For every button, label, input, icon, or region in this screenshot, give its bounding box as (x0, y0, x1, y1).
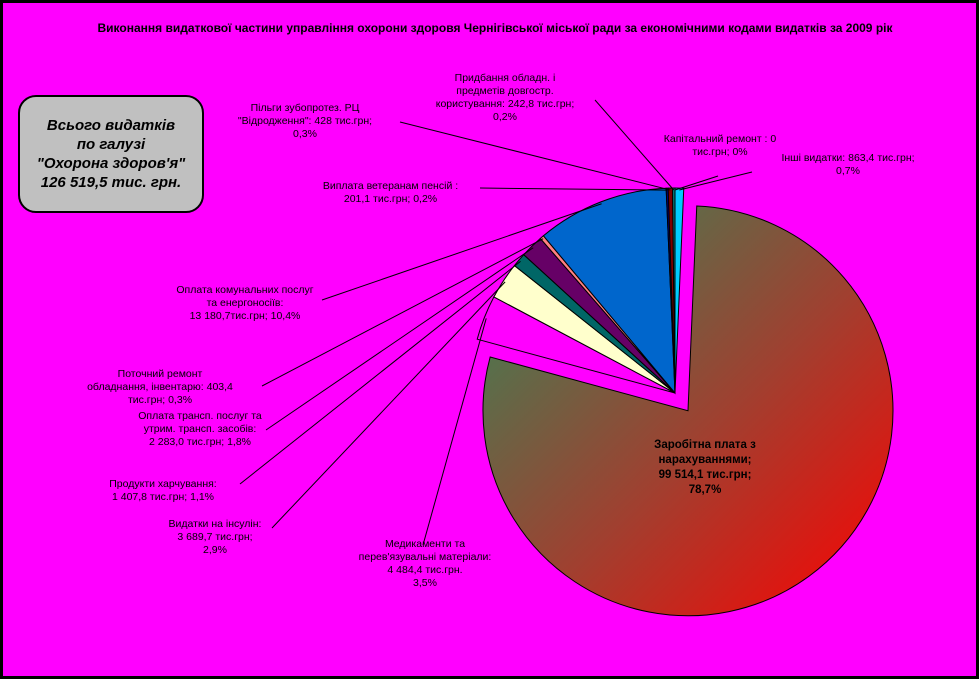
leader-line-3 (422, 318, 487, 546)
total-expenses-label: Всього видатків по галузі "Охорона здоро… (36, 117, 186, 191)
leader-line-1 (679, 171, 753, 191)
slice-label-12: Капітальний ремонт : 0 тис.грн; 0% (663, 133, 777, 158)
slice-label-3: Медикаменти та перев'язувальні матеріали… (358, 538, 492, 589)
leader-line-5 (239, 260, 521, 485)
slice-label-2: Заробітна плата з нарахуваннями; 99 514,… (654, 439, 756, 496)
slice-label-8: Оплата комунальних послуг та енергоносії… (176, 284, 314, 322)
leader-line-11 (594, 99, 675, 191)
leader-line-4 (271, 281, 506, 529)
total-expenses-box: Всього видатків по галузі "Охорона здоро… (18, 95, 204, 213)
leader-line-12 (674, 175, 719, 191)
leader-line-9 (479, 187, 668, 191)
pie-slice-8 (542, 187, 676, 395)
slice-label-11: Придбання обладн. і предметів довгостр. … (435, 72, 575, 123)
leader-line-6 (265, 247, 534, 431)
slice-label-5: Продукти харчування: 1 407,8 тис.грн; 1,… (109, 478, 217, 503)
leader-line-7 (261, 238, 544, 387)
slice-label-4: Видатки на інсулін: 3 689,7 тис.грн; 2,9… (168, 518, 262, 556)
slice-label-10: Пільги зубопротез. РЦ "Відродження": 428… (237, 102, 373, 140)
pie-slice-1 (674, 187, 685, 394)
slice-label-1: Інші видатки: 863,4 тис.грн; 0,7% (781, 152, 915, 177)
slice-label-9: Виплата ветеранам пенсій : 201,1 тис.грн… (322, 180, 459, 205)
slice-label-7: Поточний ремонт обладнання, інвентарю: 4… (87, 368, 233, 406)
leader-line-8 (321, 203, 602, 301)
chart-title: Виконання видаткової частини управління … (97, 21, 893, 35)
slice-label-6: Оплата трансп. послуг та утрим. трансп. … (138, 410, 262, 448)
pie-slice-2 (482, 205, 894, 617)
leader-line-10 (399, 121, 671, 191)
